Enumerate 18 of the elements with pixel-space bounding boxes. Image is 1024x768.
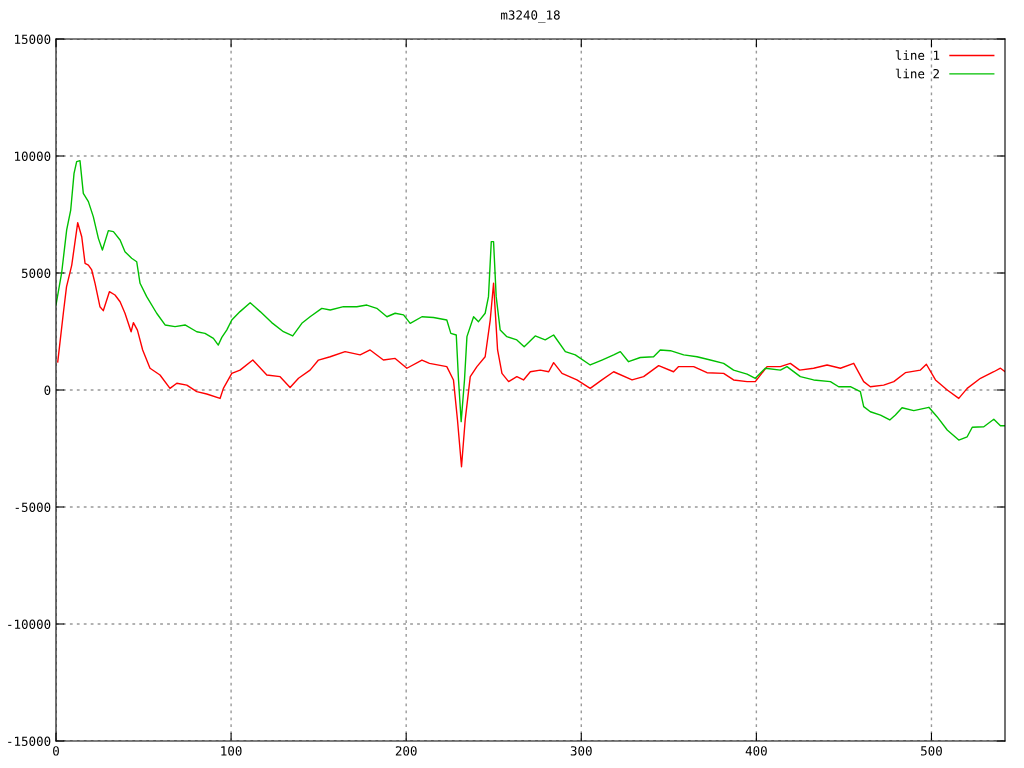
y-tick-label: -10000 [8,619,51,629]
x-tick-label: 100 [221,746,242,756]
y-tick-label: 15000 [15,34,51,44]
y-tick-label: 10000 [15,151,51,161]
x-tick-label: 300 [570,746,592,756]
x-tick-label: 400 [745,746,767,756]
x-tick-label: 500 [921,746,942,756]
x-tick-label: 0 [53,746,59,756]
y-tick-label: 0 [44,385,51,395]
chart-title: m3240_18 [501,10,560,23]
line-series [56,159,1005,441]
y-tick-label: -15000 [8,736,51,746]
y-tick-label: -5000 [15,502,51,512]
x-tick-label: 200 [395,746,417,756]
y-tick-label: 5000 [21,268,51,278]
legend-label: line 1 [895,50,940,60]
line-series [57,221,1005,468]
legend-label: line 2 [895,68,939,79]
